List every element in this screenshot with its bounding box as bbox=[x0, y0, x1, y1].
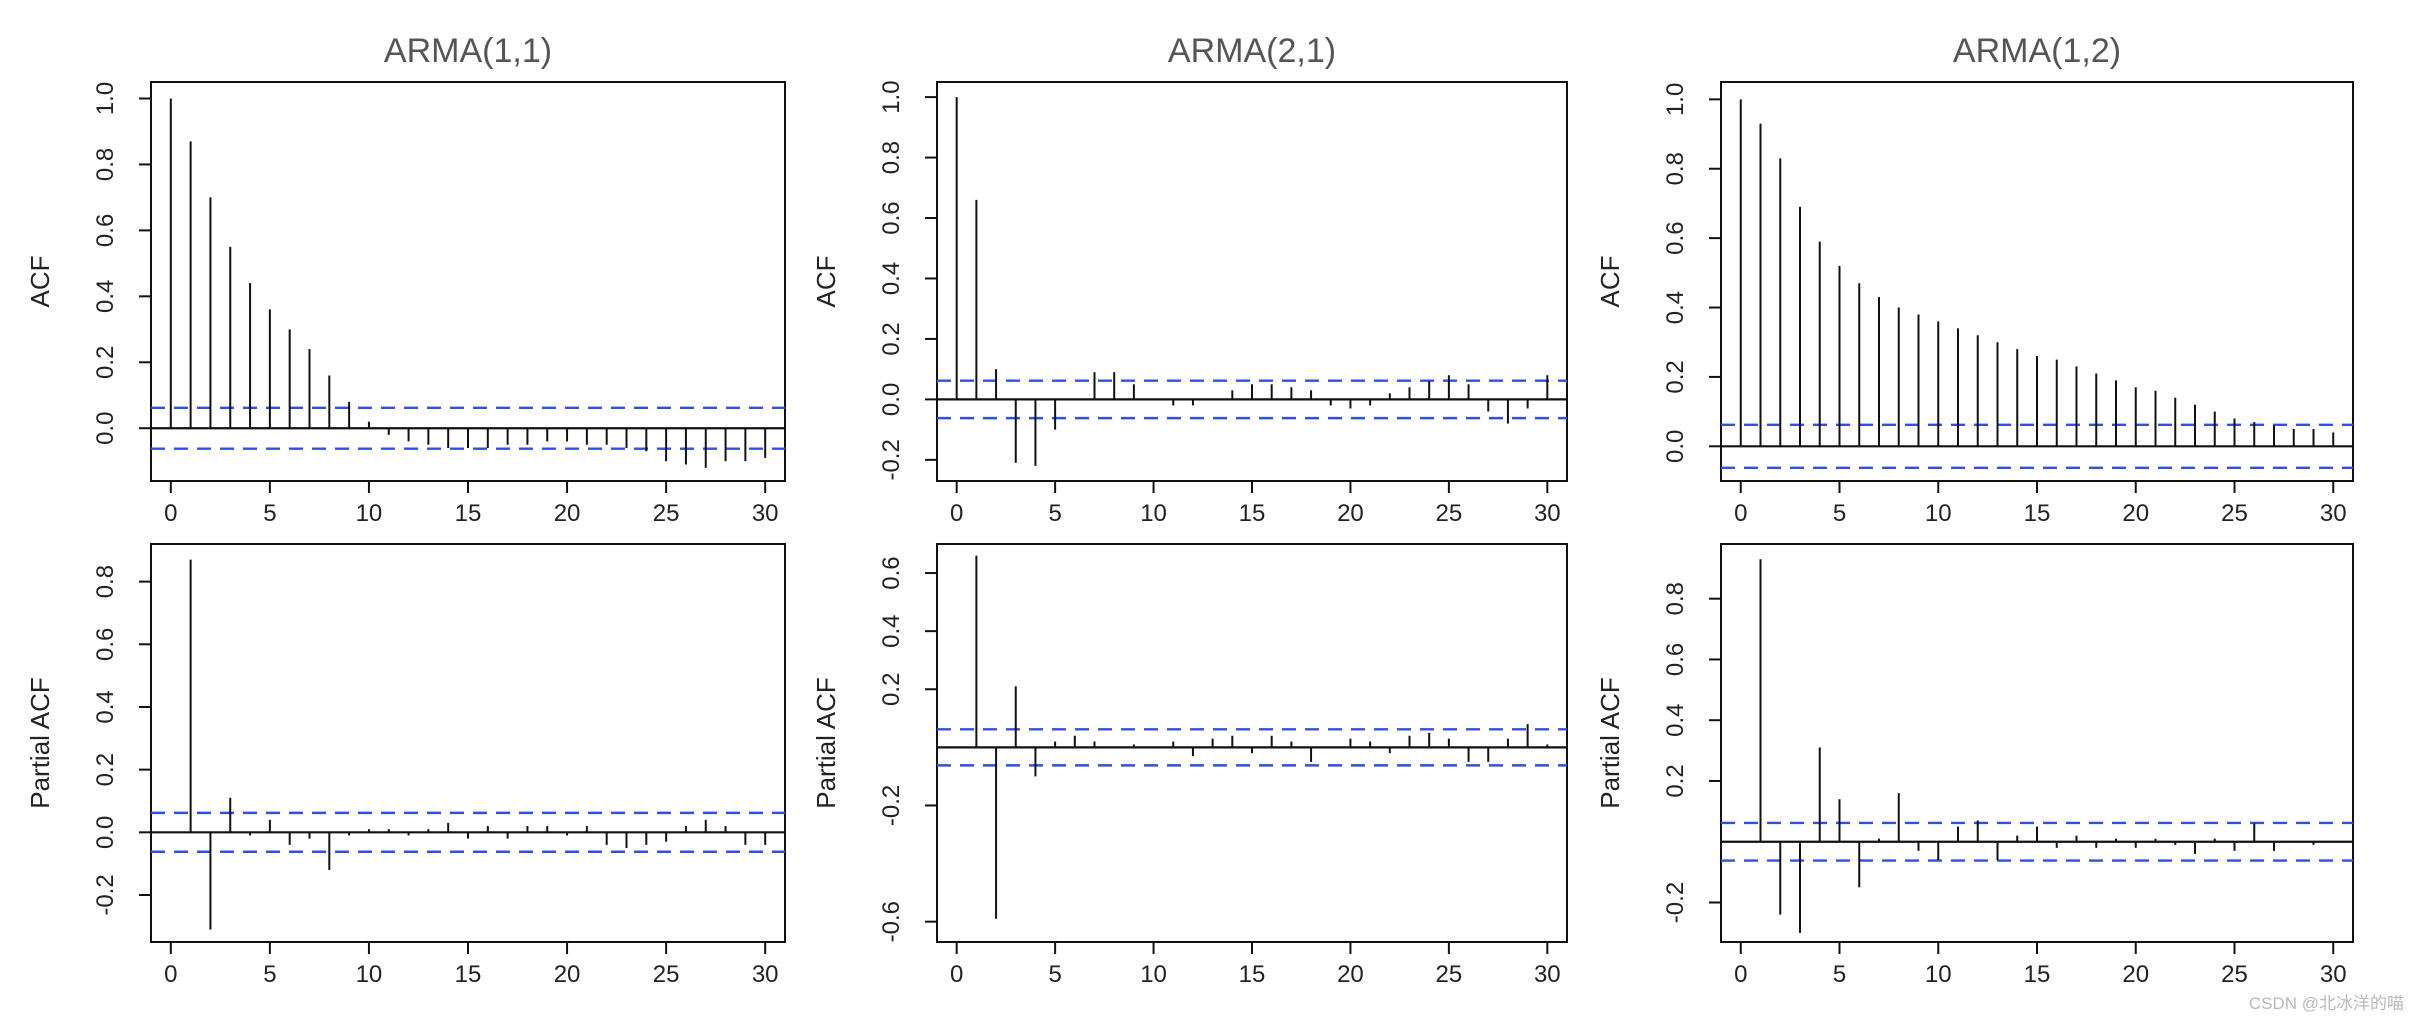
x-tick-label: 10 bbox=[1140, 961, 1167, 988]
plot-frame bbox=[1720, 543, 2354, 943]
plot-frame bbox=[936, 543, 1568, 943]
panel-1: ARMA(1,1) ACF 0.0 0.2 0.4 0.6 0.8 1.0 0 5 10 15 20 25… bbox=[25, 32, 786, 527]
y-tick-label: 0.2 bbox=[1662, 764, 1689, 797]
x-tick-label: 25 bbox=[653, 961, 680, 988]
x-tick-label: 30 bbox=[1534, 500, 1561, 527]
x-tick-label: 30 bbox=[752, 961, 779, 988]
y-tick-label: 0.0 bbox=[1662, 430, 1689, 463]
x-tick-label: 0 bbox=[950, 500, 963, 527]
x-tick-label: 20 bbox=[1337, 500, 1364, 527]
x-tick-label: 0 bbox=[164, 961, 177, 988]
panel-title: ARMA(1,1) bbox=[384, 32, 552, 70]
x-tick-label: 5 bbox=[1048, 961, 1061, 988]
x-tick-label: 5 bbox=[1048, 500, 1061, 527]
x-tick-label: 0 bbox=[164, 500, 177, 527]
panel-5: Partial ACF -0.6 -0.2 0.2 0.4 0.6 0 5 10 15 20 25 30 bbox=[811, 543, 1568, 988]
x-tick-label: 30 bbox=[2320, 500, 2347, 527]
y-tick-label: 0.6 bbox=[878, 201, 905, 234]
y-tick-label: 0.2 bbox=[92, 753, 119, 786]
plot-frame bbox=[150, 543, 786, 943]
x-tick-label: 10 bbox=[1140, 500, 1167, 527]
y-tick-label: 0.6 bbox=[1662, 221, 1689, 254]
x-tick-label: 25 bbox=[653, 500, 680, 527]
x-tick-label: 5 bbox=[263, 500, 276, 527]
y-tick-label: 0.2 bbox=[878, 322, 905, 355]
y-tick-label: 0.8 bbox=[1662, 152, 1689, 185]
y-tick-label: 0.0 bbox=[92, 412, 119, 445]
x-tick-label: 10 bbox=[1925, 961, 1952, 988]
x-tick-label: 5 bbox=[263, 961, 276, 988]
x-tick-label: 0 bbox=[1734, 500, 1747, 527]
x-tick-label: 30 bbox=[752, 500, 779, 527]
x-tick-label: 5 bbox=[1833, 500, 1846, 527]
x-tick-label: 10 bbox=[356, 500, 383, 527]
watermark-text: CSDN @北冰洋的喵 bbox=[2248, 994, 2404, 1013]
x-tick-label: 20 bbox=[2122, 961, 2149, 988]
x-tick-label: 0 bbox=[1734, 961, 1747, 988]
y-tick-label: 1.0 bbox=[878, 80, 905, 113]
x-tick-label: 25 bbox=[2221, 500, 2248, 527]
y-tick-label: 0.4 bbox=[878, 614, 905, 647]
y-tick-label: 1.0 bbox=[92, 82, 119, 115]
x-tick-label: 0 bbox=[950, 961, 963, 988]
y-tick-label: 0.6 bbox=[878, 556, 905, 589]
x-tick-label: 25 bbox=[2221, 961, 2248, 988]
y-tick-label: 0.6 bbox=[1662, 643, 1689, 676]
y-tick-label: 0.8 bbox=[92, 565, 119, 598]
plot-frame bbox=[936, 81, 1568, 482]
x-tick-label: 15 bbox=[455, 500, 482, 527]
x-tick-label: 30 bbox=[1534, 961, 1561, 988]
y-tick-label: -0.2 bbox=[92, 874, 119, 915]
y-tick-label: -0.2 bbox=[878, 785, 905, 826]
x-tick-label: 15 bbox=[1239, 500, 1266, 527]
y-tick-label: -0.2 bbox=[1662, 882, 1689, 923]
y-axis-label: ACF bbox=[1595, 256, 1625, 308]
x-tick-label: 10 bbox=[356, 961, 383, 988]
y-tick-label: 0.2 bbox=[92, 346, 119, 379]
y-tick-label: 0.6 bbox=[92, 628, 119, 661]
x-tick-label: 25 bbox=[1436, 961, 1463, 988]
y-axis-label: ACF bbox=[811, 256, 841, 308]
y-tick-label: 1.0 bbox=[1662, 83, 1689, 116]
y-tick-label: 0.4 bbox=[1662, 291, 1689, 324]
y-tick-label: 0.4 bbox=[1662, 704, 1689, 737]
y-axis-label: Partial ACF bbox=[1595, 677, 1625, 809]
x-tick-label: 20 bbox=[554, 961, 581, 988]
y-tick-label: 0.2 bbox=[878, 673, 905, 706]
panel-title: ARMA(1,2) bbox=[1953, 32, 2121, 70]
y-axis-label: ACF bbox=[25, 256, 55, 308]
y-tick-label: 0.0 bbox=[878, 383, 905, 416]
x-tick-label: 10 bbox=[1925, 500, 1952, 527]
x-tick-label: 15 bbox=[2024, 500, 2051, 527]
x-tick-label: 25 bbox=[1436, 500, 1463, 527]
x-tick-label: 20 bbox=[2122, 500, 2149, 527]
y-tick-label: -0.2 bbox=[878, 439, 905, 480]
x-tick-label: 15 bbox=[1239, 961, 1266, 988]
y-tick-label: 0.8 bbox=[878, 141, 905, 174]
x-tick-label: 20 bbox=[1337, 961, 1364, 988]
y-tick-label: 0.4 bbox=[92, 280, 119, 313]
y-tick-label: 0.6 bbox=[92, 214, 119, 247]
y-tick-label: 0.2 bbox=[1662, 360, 1689, 393]
panel-2: ARMA(2,1) ACF -0.2 0.0 0.2 0.4 0.6 0.8 1.0 0 5 10 15… bbox=[811, 32, 1568, 527]
panel-title: ARMA(2,1) bbox=[1168, 32, 1336, 70]
panel-4: Partial ACF -0.2 0.0 0.2 0.4 0.6 0.8 0 5 10 15 20 25… bbox=[25, 543, 786, 988]
x-tick-label: 20 bbox=[554, 500, 581, 527]
x-tick-label: 5 bbox=[1833, 961, 1846, 988]
plot-frame bbox=[150, 81, 786, 482]
y-tick-label: 0.8 bbox=[92, 148, 119, 181]
y-axis-label: Partial ACF bbox=[811, 677, 841, 809]
y-tick-label: 0.4 bbox=[92, 690, 119, 723]
y-tick-label: -0.6 bbox=[878, 901, 905, 942]
y-tick-label: 0.8 bbox=[1662, 582, 1689, 615]
panel-3: ARMA(1,2) ACF 0.0 0.2 0.4 0.6 0.8 1.0 0 5 10 15 20 25… bbox=[1595, 32, 2354, 527]
y-tick-label: 0.4 bbox=[878, 262, 905, 295]
y-axis-label: Partial ACF bbox=[25, 677, 55, 809]
x-tick-label: 15 bbox=[2024, 961, 2051, 988]
x-tick-label: 15 bbox=[455, 961, 482, 988]
y-tick-label: 0.0 bbox=[92, 816, 119, 849]
panel-6: Partial ACF -0.2 0.2 0.4 0.6 0.8 0 5 10 15 20 25 30 bbox=[1595, 543, 2354, 988]
x-tick-label: 30 bbox=[2320, 961, 2347, 988]
